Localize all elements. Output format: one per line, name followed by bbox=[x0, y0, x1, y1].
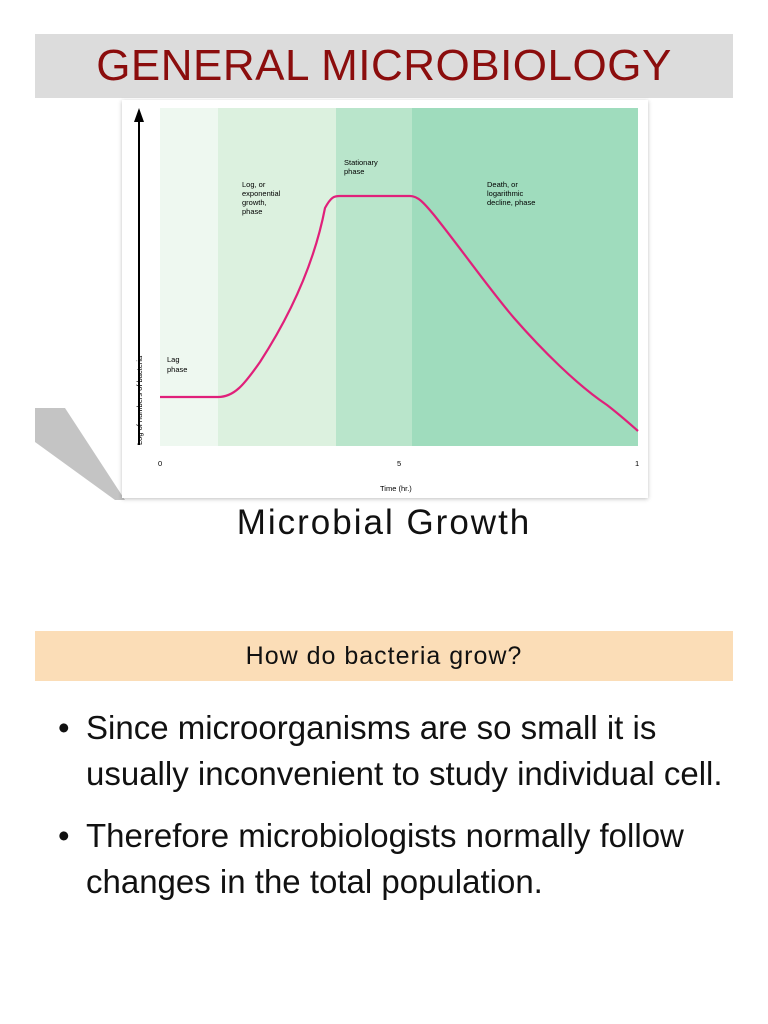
x-tick-label: 5 bbox=[397, 459, 401, 468]
bullet-marker: • bbox=[58, 709, 70, 746]
bullet-list: • Since microorganisms are so small it i… bbox=[58, 705, 728, 921]
y-axis-arrowhead bbox=[134, 108, 144, 122]
slide-subtitle: Microbial Growth bbox=[236, 503, 532, 542]
growth-curve-svg: Log of numbers of bacteria Lag phase Log… bbox=[134, 108, 639, 493]
phase-band-stationary bbox=[336, 108, 412, 446]
phase-band-log bbox=[218, 108, 336, 446]
figure-shadow bbox=[35, 408, 125, 500]
page-title: GENERAL MICROBIOLOGY bbox=[96, 41, 672, 90]
phase-label-stationary: Stationary phase bbox=[344, 158, 380, 176]
bullet-text: Therefore microbiologists normally follo… bbox=[86, 817, 684, 900]
bullet-marker: • bbox=[58, 817, 70, 854]
y-axis-label: Log of numbers of bacteria bbox=[135, 355, 144, 445]
growth-curve-figure: Log of numbers of bacteria Lag phase Log… bbox=[122, 100, 648, 498]
phase-label-lag: Lag phase bbox=[167, 355, 187, 374]
x-tick-label: 0 bbox=[158, 459, 162, 468]
x-axis-label: Time (hr.) bbox=[380, 484, 412, 493]
phase-band-lag bbox=[160, 108, 218, 446]
phase-label-death: Death, or logarithmic decline, phase bbox=[487, 180, 535, 207]
x-tick-label: 1 bbox=[635, 459, 639, 468]
question-banner: How do bacteria grow? bbox=[35, 631, 733, 681]
bullet-item: • Therefore microbiologists normally fol… bbox=[58, 813, 728, 905]
growth-curve-line bbox=[160, 194, 639, 432]
phase-band-death bbox=[412, 108, 638, 446]
phase-label-log: Log, or exponential growth, phase bbox=[242, 180, 282, 216]
bullet-text: Since microorganisms are so small it is … bbox=[86, 709, 723, 792]
question-text: How do bacteria grow? bbox=[245, 641, 523, 670]
bullet-item: • Since microorganisms are so small it i… bbox=[58, 705, 728, 797]
title-bar: GENERAL MICROBIOLOGY bbox=[35, 34, 733, 98]
